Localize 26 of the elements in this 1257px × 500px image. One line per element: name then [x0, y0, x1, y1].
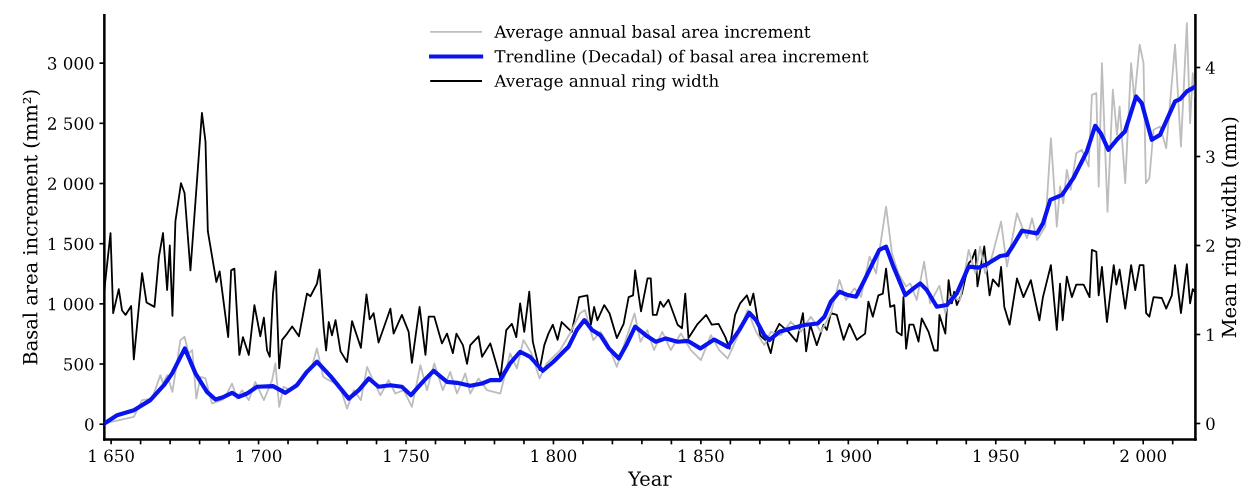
legend-label: Average annual ring width: [494, 74, 719, 91]
x-tick-label: 1 950: [973, 449, 1019, 463]
y-tick-label: 500: [64, 358, 94, 371]
x-tick-label: 1 700: [236, 449, 282, 463]
x-tick-label: 1 900: [826, 449, 872, 463]
legend-label: Trendline (Decadal) of basal area increment: [494, 49, 869, 65]
legend-label: Average annual basal area increment: [494, 25, 811, 42]
y2-tick-label: 1: [1207, 328, 1214, 341]
y-tick-label: 2 000: [48, 177, 94, 191]
x-tick-label: 1 800: [531, 449, 577, 463]
y-tick-label: 0: [85, 418, 94, 431]
y2-tick-label: 0: [1206, 417, 1215, 431]
y-tick-label: 1 000: [48, 297, 94, 311]
y-tick-label: 3 000: [48, 57, 94, 70]
y-tick-label: 2 500: [48, 117, 94, 130]
x-tick-label: 1 850: [679, 449, 724, 463]
x-tick-label: 1 650: [89, 449, 134, 463]
y-axis-title: Basal area increment (mm²): [22, 90, 41, 365]
y2-tick-label: 4: [1205, 61, 1215, 74]
x-axis-title: Year: [627, 471, 672, 486]
y-tick-label: 1 500: [48, 237, 94, 251]
y2-tick-label: 2: [1206, 239, 1215, 252]
x-tick-label: 2 000: [1120, 449, 1166, 463]
y2-axis-title: Mean ring width (mm): [1221, 117, 1241, 338]
x-tick-label: 1 750: [384, 449, 429, 463]
y2-tick-label: 3: [1206, 150, 1215, 164]
